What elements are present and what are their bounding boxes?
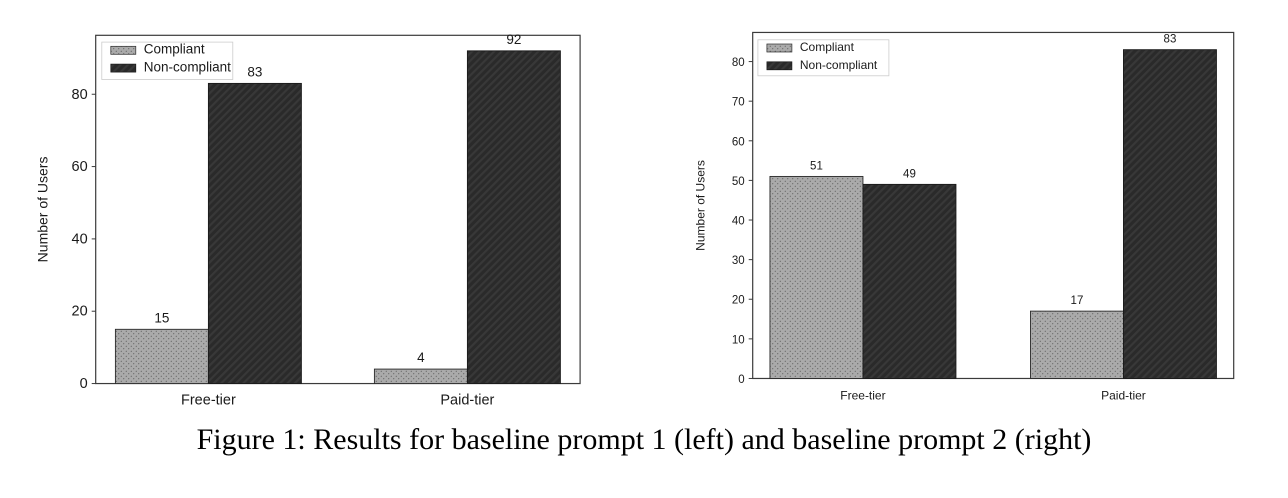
svg-text:10: 10	[732, 334, 745, 346]
svg-text:80: 80	[732, 57, 745, 69]
svg-text:40: 40	[732, 216, 745, 228]
svg-text:Paid-tier: Paid-tier	[440, 393, 494, 409]
svg-text:Number of Users: Number of Users	[694, 160, 708, 251]
svg-text:Compliant: Compliant	[800, 40, 855, 54]
svg-text:92: 92	[506, 32, 521, 47]
svg-text:49: 49	[903, 168, 916, 180]
svg-text:20: 20	[732, 295, 745, 307]
svg-text:30: 30	[732, 255, 745, 267]
svg-text:0: 0	[80, 376, 88, 392]
svg-text:4: 4	[417, 350, 425, 365]
svg-text:Non-compliant: Non-compliant	[800, 58, 878, 72]
svg-text:83: 83	[1164, 34, 1177, 46]
svg-text:Paid-tier: Paid-tier	[1101, 388, 1146, 402]
svg-text:Free-tier: Free-tier	[181, 393, 236, 409]
svg-text:Number of Users: Number of Users	[35, 157, 51, 263]
svg-text:20: 20	[72, 304, 88, 320]
svg-text:Compliant: Compliant	[144, 42, 205, 57]
svg-text:17: 17	[1071, 295, 1084, 307]
svg-text:Free-tier: Free-tier	[840, 388, 885, 402]
svg-text:40: 40	[72, 231, 88, 247]
svg-text:15: 15	[154, 310, 169, 325]
svg-text:60: 60	[72, 159, 88, 175]
svg-text:50: 50	[732, 176, 745, 188]
svg-text:51: 51	[810, 160, 823, 172]
svg-text:60: 60	[732, 136, 745, 148]
svg-text:83: 83	[247, 64, 262, 79]
svg-text:0: 0	[738, 374, 744, 386]
svg-text:70: 70	[732, 97, 745, 109]
svg-text:80: 80	[72, 87, 88, 103]
svg-text:Non-compliant: Non-compliant	[144, 59, 231, 74]
